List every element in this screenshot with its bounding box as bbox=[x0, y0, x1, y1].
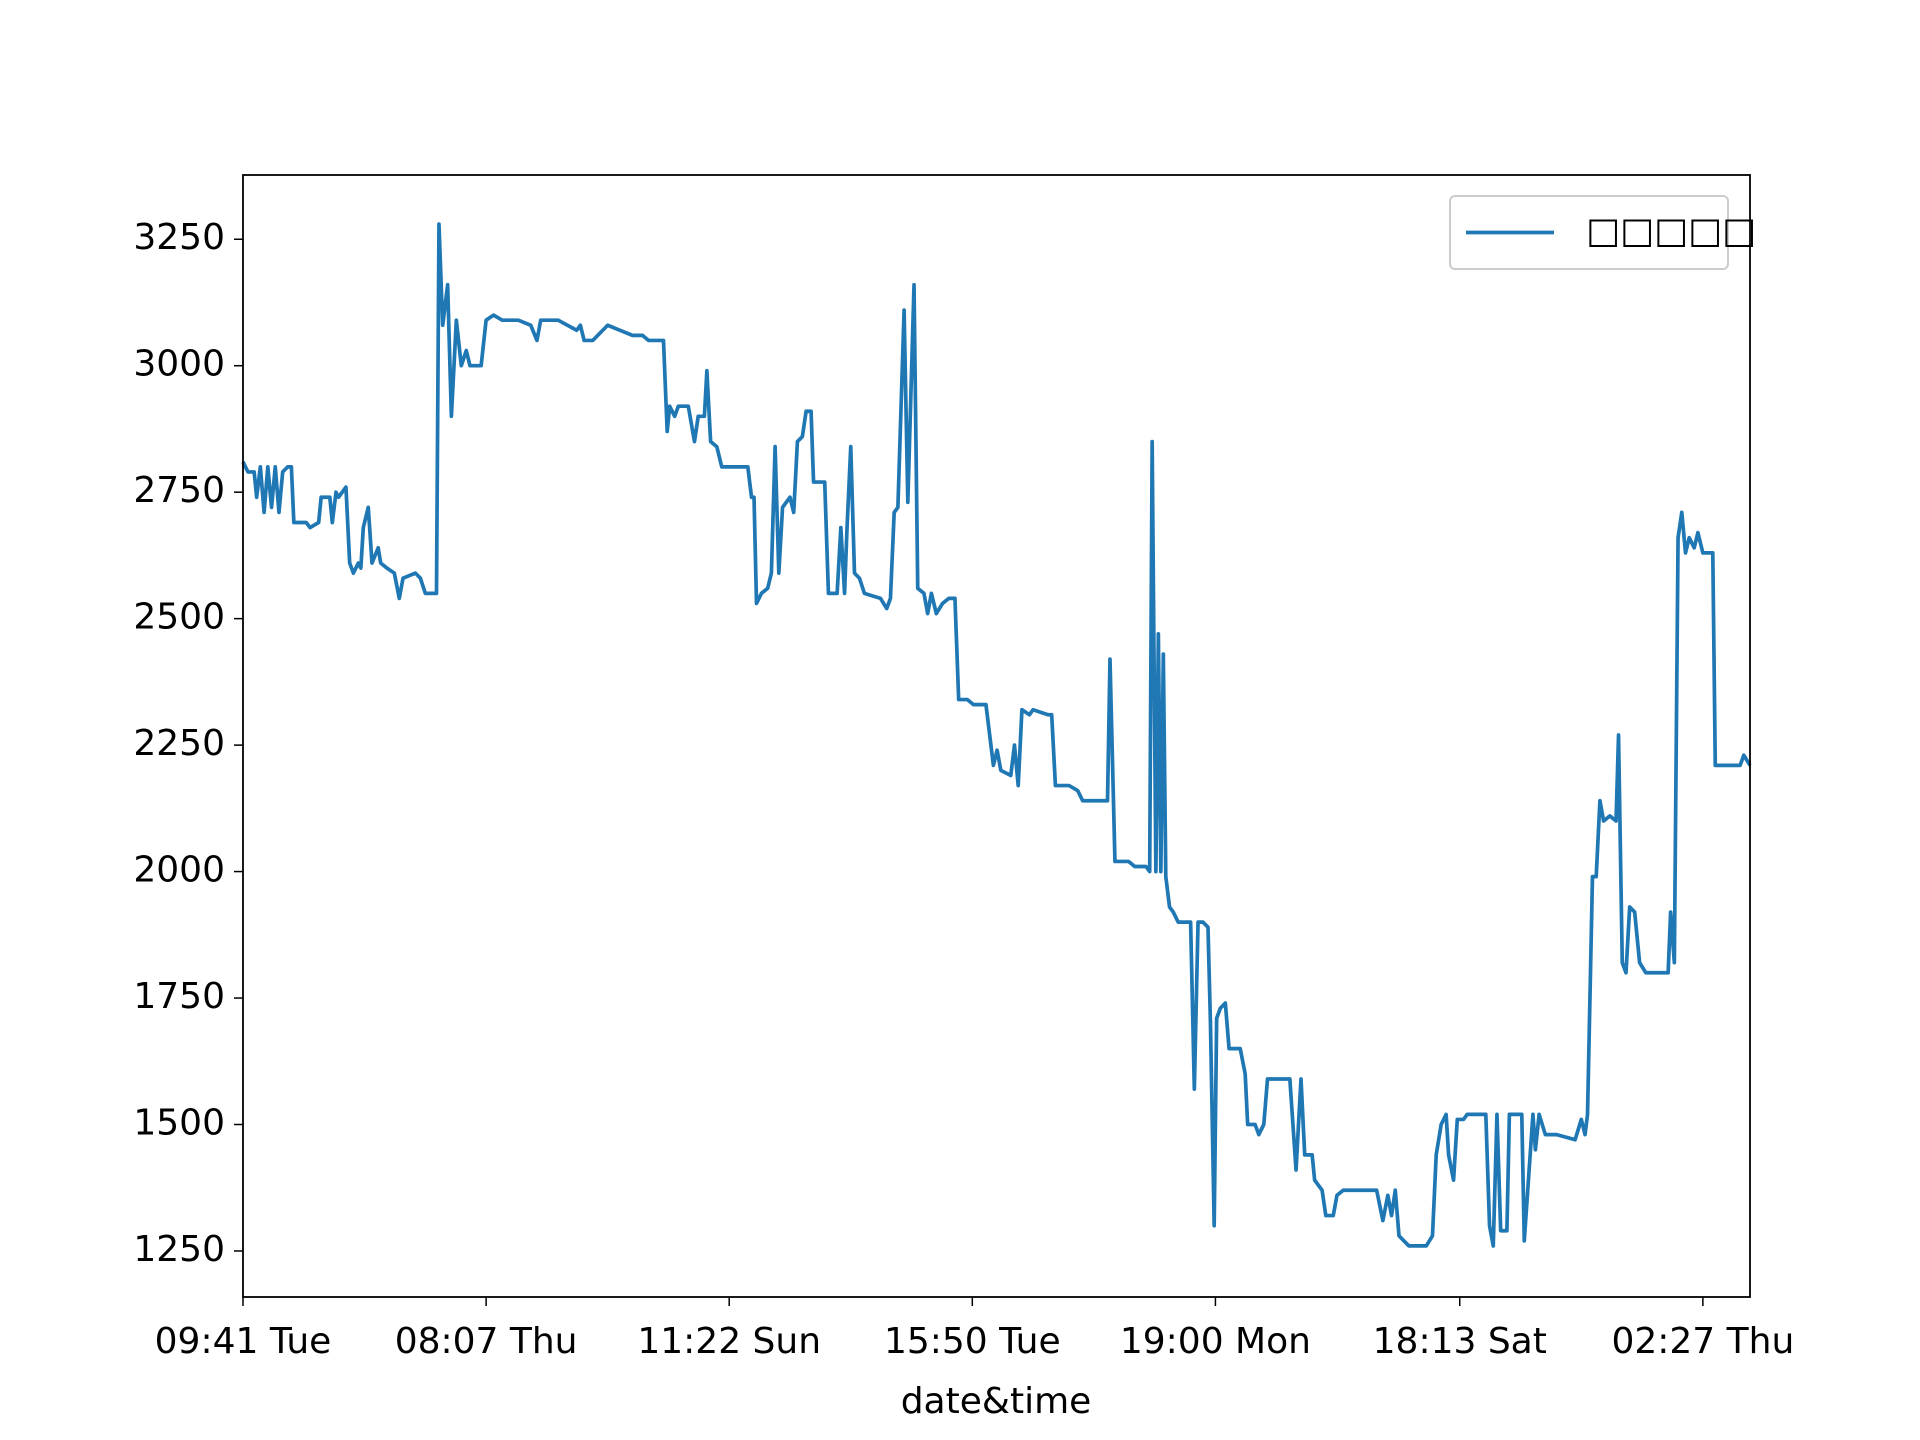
data-line bbox=[241, 222, 1752, 1248]
x-tick-label: 02:27 Thu bbox=[1611, 1321, 1794, 1362]
y-tick-label: 1500 bbox=[133, 1103, 225, 1144]
x-tick-label: 18:13 Sat bbox=[1373, 1321, 1547, 1362]
y-tick-label: 1250 bbox=[133, 1229, 225, 1270]
legend-box bbox=[1449, 195, 1729, 270]
legend-label: □□□□□ bbox=[1586, 211, 1756, 252]
x-tick-label: 08:07 Thu bbox=[395, 1321, 578, 1362]
x-tick-label: 19:00 Mon bbox=[1120, 1321, 1311, 1362]
y-tick-label: 1750 bbox=[133, 976, 225, 1017]
x-tick-label: 11:22 Sun bbox=[637, 1321, 821, 1362]
y-tick-label: 2250 bbox=[133, 723, 225, 764]
y-tick-label: 3250 bbox=[133, 217, 225, 258]
x-tick-label: 09:41 Tue bbox=[155, 1321, 332, 1362]
y-tick-label: 2750 bbox=[133, 470, 225, 511]
plot-frame bbox=[242, 174, 1751, 1298]
x-tick-label: 15:50 Tue bbox=[884, 1321, 1061, 1362]
y-tick-label: 2500 bbox=[133, 597, 225, 638]
x-axis-label: date&time bbox=[901, 1381, 1092, 1422]
y-tick-label: 2000 bbox=[133, 850, 225, 891]
y-tick-label: 3000 bbox=[133, 344, 225, 385]
